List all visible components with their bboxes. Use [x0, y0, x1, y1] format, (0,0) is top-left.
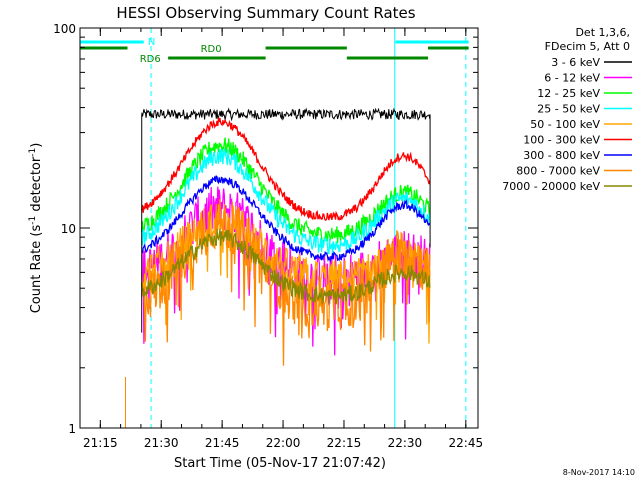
x-tick-label: 22:15	[327, 436, 362, 450]
series-3-6-kev	[141, 107, 431, 122]
chart-title: HESSI Observing Summary Count Rates	[116, 4, 415, 22]
x-tick-label: 22:45	[449, 436, 484, 450]
series-path-3	[141, 137, 431, 244]
plot-frame	[79, 27, 479, 429]
x-tick-label: 22:30	[388, 436, 423, 450]
flag-label-rd0: RD0	[201, 44, 222, 55]
legend-label-9: 7000 - 20000 keV	[502, 180, 600, 193]
flag-bars: N RD0 RD6	[80, 37, 469, 65]
legend-header-line-2: FDecim 5, Att 0	[545, 40, 630, 53]
legend: Det 1,3,6, FDecim 5, Att 0 3 - 6 keV 6 - …	[502, 26, 632, 193]
legend-label-1: 3 - 6 keV	[551, 56, 600, 69]
y-axis-label-sup: -1	[28, 216, 38, 225]
legend-label-7: 300 - 800 keV	[523, 149, 600, 162]
y-axis-label-tail: detector	[29, 156, 44, 216]
timestamp: 8-Nov-2017 14:10	[563, 468, 635, 477]
series-100-300-kev	[141, 117, 431, 221]
legend-header-line-1: Det 1,3,6,	[575, 26, 630, 39]
legend-label-2: 6 - 12 keV	[544, 72, 600, 85]
x-tick-label: 21:15	[83, 436, 118, 450]
y-tick-label: 100	[53, 22, 76, 36]
series-path-6	[141, 117, 431, 221]
axes: 1 10 100 21:15 21:30 21:45 22:00 22:15 22:30 22:4…	[53, 22, 483, 450]
y-axis-label-main: Count Rate (s	[29, 225, 44, 314]
series-800-7000-kev	[141, 199, 431, 366]
legend-label-8: 800 - 7000 keV	[516, 165, 600, 178]
legend-label-4: 25 - 50 keV	[537, 103, 600, 116]
series-path-9	[141, 228, 431, 306]
x-tick-label: 22:00	[266, 436, 301, 450]
series-path-1	[141, 107, 431, 122]
legend-label-5: 50 - 100 keV	[530, 118, 600, 131]
flag-label-rd6: RD6	[140, 54, 161, 65]
x-tick-label: 21:45	[205, 436, 240, 450]
y-axis-label-sup2: -1	[28, 148, 38, 157]
series-300-800-kev	[141, 175, 431, 263]
series-12-25-kev	[141, 137, 431, 244]
legend-label-6: 100 - 300 keV	[523, 134, 600, 147]
series-path-7	[141, 175, 431, 263]
x-tick-label: 21:30	[144, 436, 179, 450]
legend-label-3: 12 - 25 keV	[537, 87, 600, 100]
series-7000-20000-kev	[141, 228, 431, 306]
plot-area: N RD0 RD6	[79, 28, 469, 428]
y-tick-label: 1	[68, 422, 76, 436]
series-path-8	[141, 199, 431, 366]
y-axis-label-end: )	[29, 143, 44, 148]
flag-label-n: N	[148, 37, 155, 48]
y-tick-label: 10	[61, 222, 76, 236]
x-axis-label: Start Time (05-Nov-17 21:07:42)	[174, 456, 386, 471]
y-axis-label: Count Rate (s-1 detector-1)	[28, 143, 44, 314]
